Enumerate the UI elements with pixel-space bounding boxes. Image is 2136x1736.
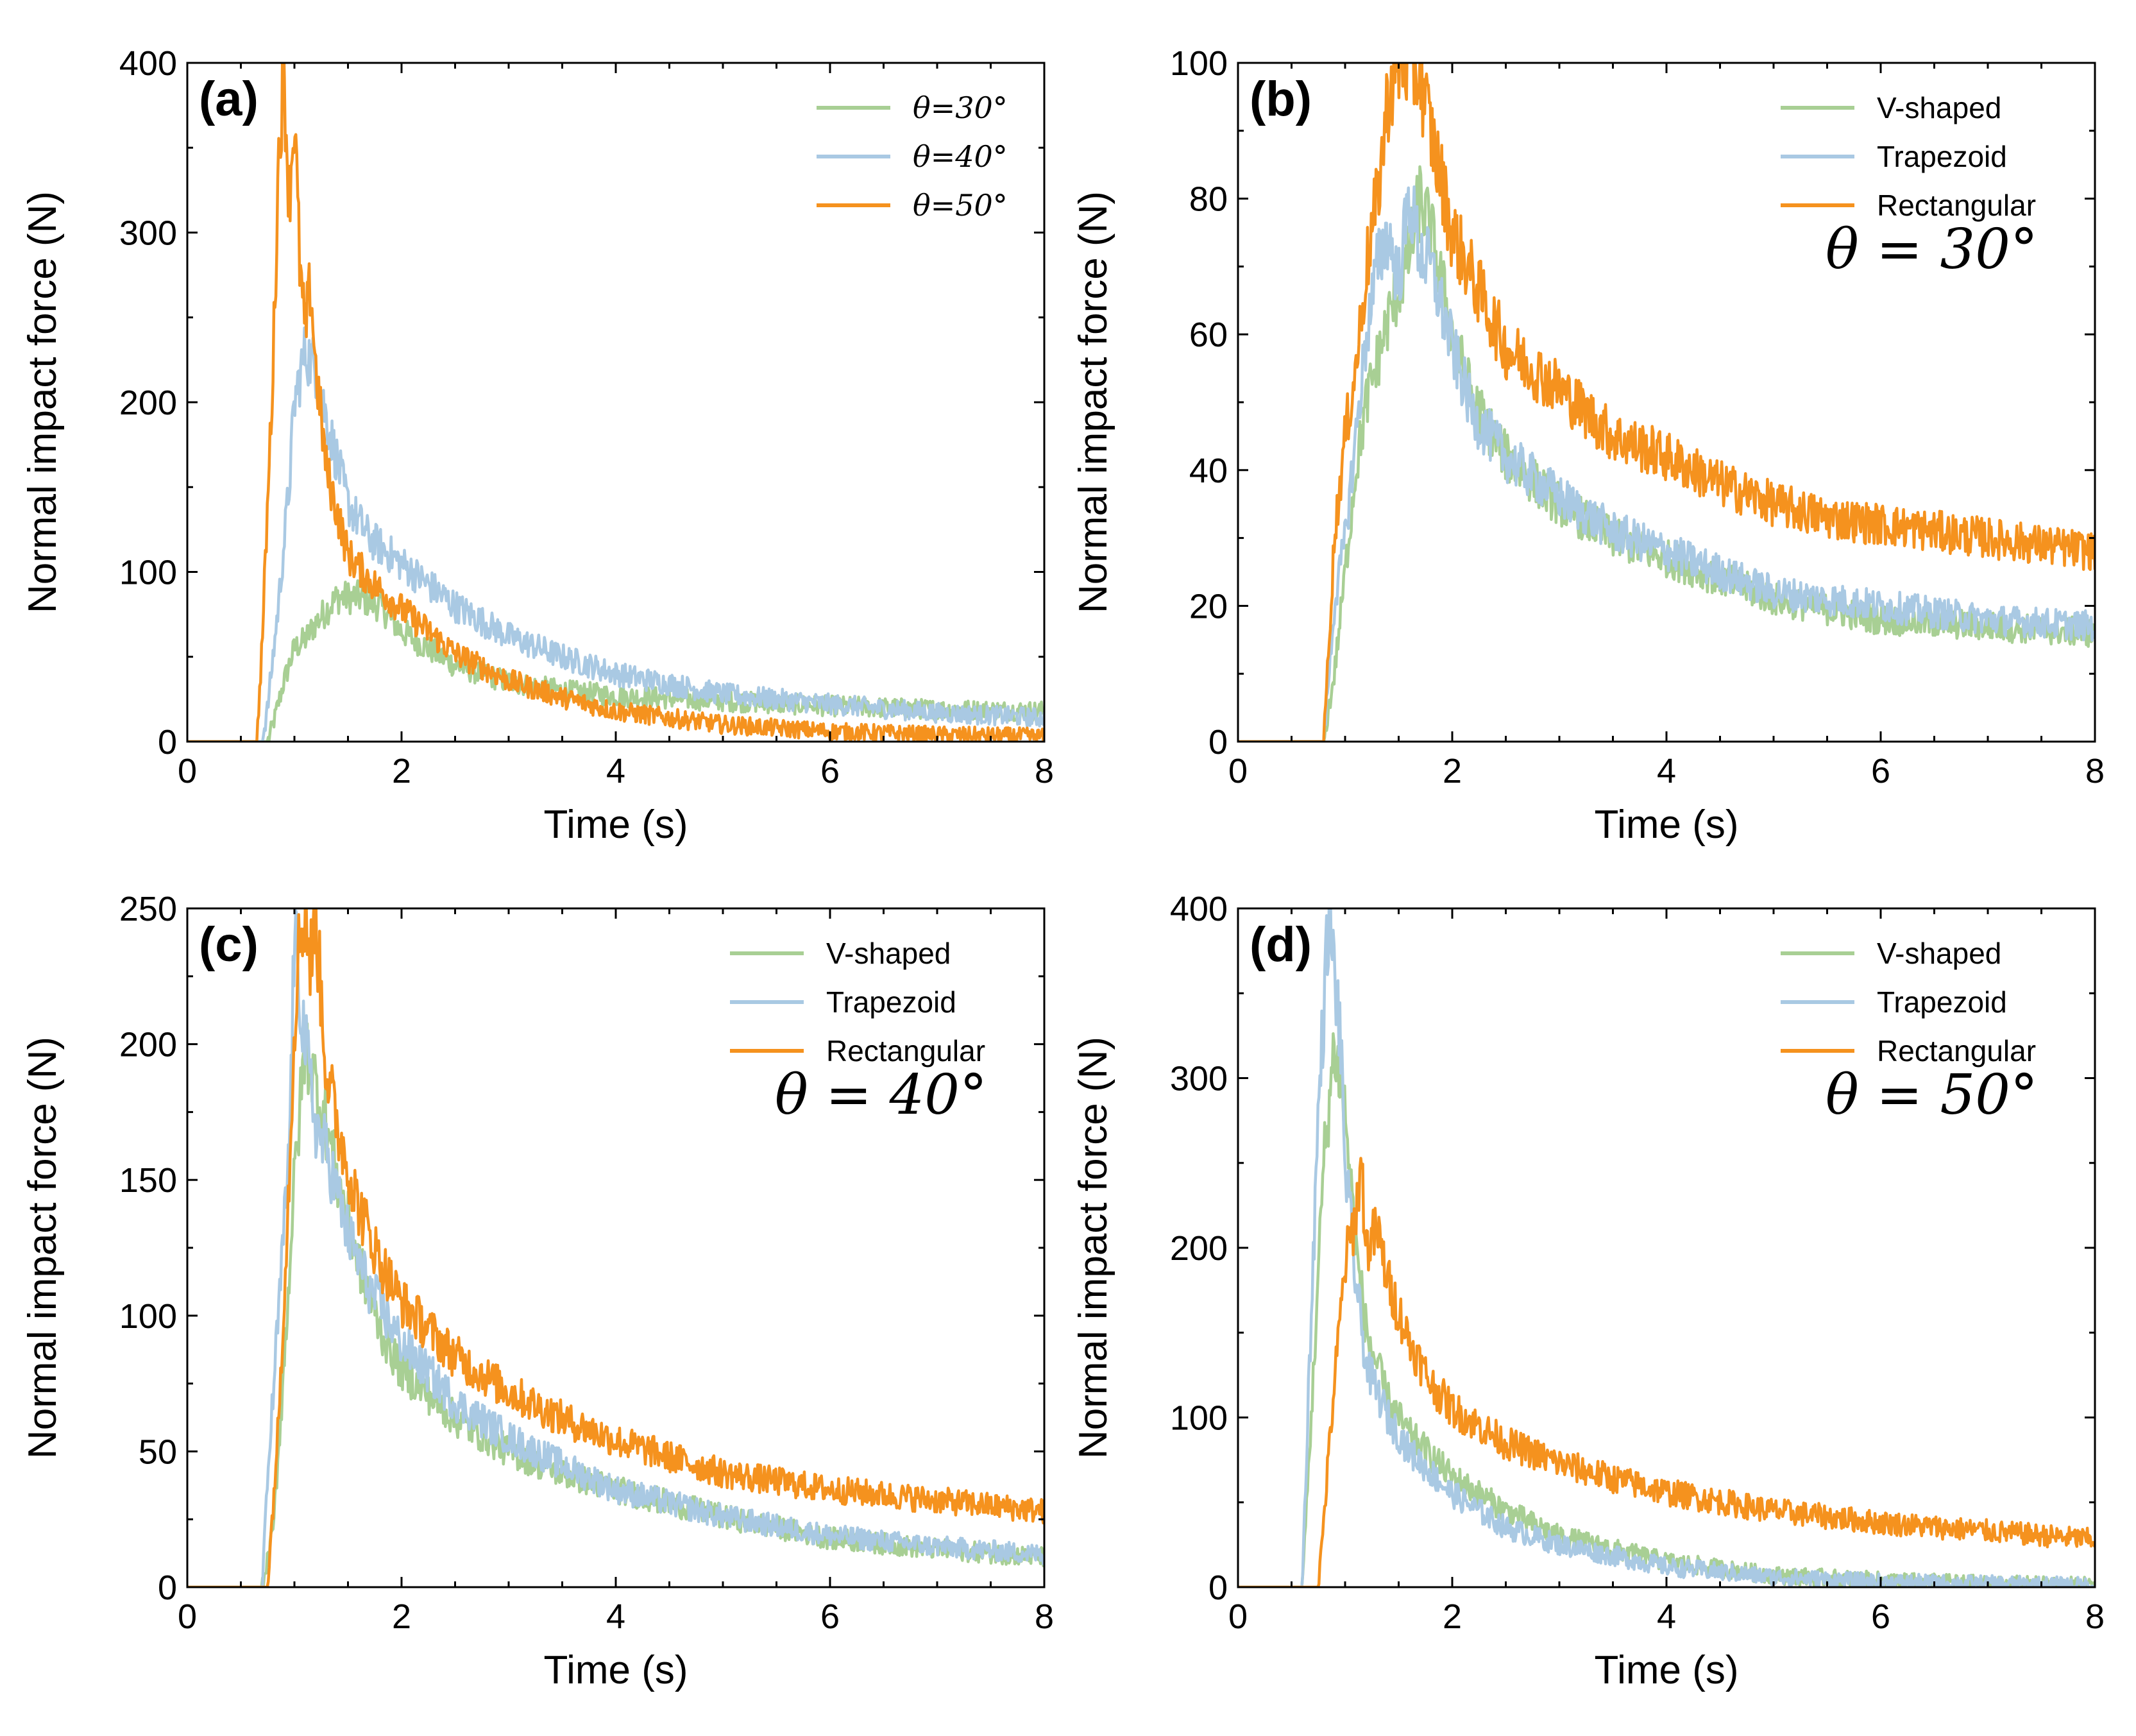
x-tick-label: 4 <box>606 1597 625 1636</box>
x-tick-label: 8 <box>2085 752 2105 790</box>
x-tick-label: 8 <box>1035 1597 1054 1636</box>
x-tick-label: 6 <box>820 1597 840 1636</box>
angle-annotation: θ = 50° <box>1826 1063 2038 1127</box>
y-tick-label: 20 <box>1189 587 1228 625</box>
panel-d: 0 2 4 6 8 0 100 200 300 400 Time (s) Normal impact … <box>1071 890 2105 1692</box>
y-axis-label: Normal impact force (N) <box>1071 191 1115 613</box>
angle-annotation: θ = 40° <box>775 1063 987 1127</box>
x-axis-label: Time (s) <box>544 1648 688 1692</box>
y-tick-label: 200 <box>119 384 177 422</box>
y-tick-label: 100 <box>1170 1399 1228 1438</box>
x-tick-label: 0 <box>1228 752 1248 790</box>
x-tick-label: 4 <box>1657 1597 1676 1636</box>
series-group <box>187 63 1044 742</box>
x-axis-label: Time (s) <box>544 803 688 847</box>
series-line-30 <box>187 579 1044 742</box>
y-tick-label: 200 <box>119 1026 177 1064</box>
x-tick-label: 8 <box>1035 752 1054 790</box>
angle-annotation: θ = 30° <box>1826 217 2038 282</box>
x-tick-label: 2 <box>392 1597 411 1636</box>
panel-label: (a) <box>199 72 259 126</box>
series-line-rectangular <box>1238 1157 2095 1587</box>
y-tick-label: 60 <box>1189 316 1228 354</box>
y-tick-label: 50 <box>139 1433 177 1471</box>
series-group <box>1238 63 2095 742</box>
series-line-rectangular <box>1238 63 2095 742</box>
y-axis-label: Normal impact force (N) <box>21 191 65 613</box>
y-tick-label: 0 <box>158 1569 177 1607</box>
series-line-trapezoid <box>187 909 1044 1587</box>
series-group <box>1238 908 2095 1587</box>
series-line-trapezoid <box>1238 185 2095 742</box>
y-tick-label: 100 <box>119 1297 177 1336</box>
legend-label: Rectangular <box>1877 1034 2036 1068</box>
series-line-50 <box>187 63 1044 742</box>
series-group <box>187 908 1044 1587</box>
legend-label: Trapezoid <box>826 985 956 1019</box>
y-tick-label: 300 <box>119 214 177 253</box>
series-line-40 <box>187 326 1044 742</box>
x-tick-label: 6 <box>1871 1597 1890 1636</box>
legend-label: Trapezoid <box>1877 985 2007 1019</box>
series-line-rectangular <box>187 908 1044 1587</box>
legend-label: V-shaped <box>826 937 951 970</box>
legend-label: θ=30° <box>913 90 1008 125</box>
y-tick-label: 200 <box>1170 1229 1228 1268</box>
y-tick-label: 40 <box>1189 452 1228 490</box>
x-tick-label: 2 <box>1443 1597 1462 1636</box>
x-tick-label: 8 <box>2085 1597 2105 1636</box>
y-tick-label: 0 <box>158 723 177 762</box>
y-tick-label: 100 <box>119 554 177 592</box>
panel-label: (c) <box>199 917 259 972</box>
y-tick-label: 400 <box>119 44 177 83</box>
x-tick-label: 4 <box>606 752 625 790</box>
y-tick-label: 0 <box>1208 1569 1228 1607</box>
legend-label: θ=40° <box>913 139 1008 174</box>
x-tick-label: 4 <box>1657 752 1676 790</box>
panel-c: 0 2 4 6 8 0 50 100 150 200 250 Time (s) Normal impac… <box>21 890 1054 1692</box>
y-axis-label: Normal impact force (N) <box>21 1037 65 1459</box>
y-tick-label: 100 <box>1170 44 1228 83</box>
y-axis-label: Normal impact force (N) <box>1071 1037 1115 1459</box>
legend-label: θ=50° <box>913 188 1008 223</box>
y-tick-label: 150 <box>119 1161 177 1200</box>
panel-label: (b) <box>1250 72 1312 126</box>
x-tick-label: 0 <box>1228 1597 1248 1636</box>
y-tick-label: 300 <box>1170 1060 1228 1098</box>
x-axis-label: Time (s) <box>1595 1648 1739 1692</box>
legend-label: V-shaped <box>1877 91 2001 124</box>
y-tick-label: 250 <box>119 890 177 928</box>
legend-label: V-shaped <box>1877 937 2001 970</box>
legend-label: Trapezoid <box>1877 140 2007 173</box>
panel-a: 0 2 4 6 8 0 100 200 300 400 Time (s) Normal impact … <box>21 44 1054 847</box>
x-tick-label: 6 <box>1871 752 1890 790</box>
panel-label: (d) <box>1250 917 1312 972</box>
legend-label: Rectangular <box>1877 189 2036 222</box>
y-tick-label: 80 <box>1189 180 1228 219</box>
x-tick-label: 0 <box>178 1597 197 1636</box>
y-tick-label: 0 <box>1208 723 1228 762</box>
x-axis-label: Time (s) <box>1595 803 1739 847</box>
y-tick-label: 400 <box>1170 890 1228 928</box>
legend-label: Rectangular <box>826 1034 985 1068</box>
x-tick-label: 2 <box>392 752 411 790</box>
x-tick-label: 0 <box>178 752 197 790</box>
x-tick-label: 2 <box>1443 752 1462 790</box>
x-tick-label: 6 <box>820 752 840 790</box>
